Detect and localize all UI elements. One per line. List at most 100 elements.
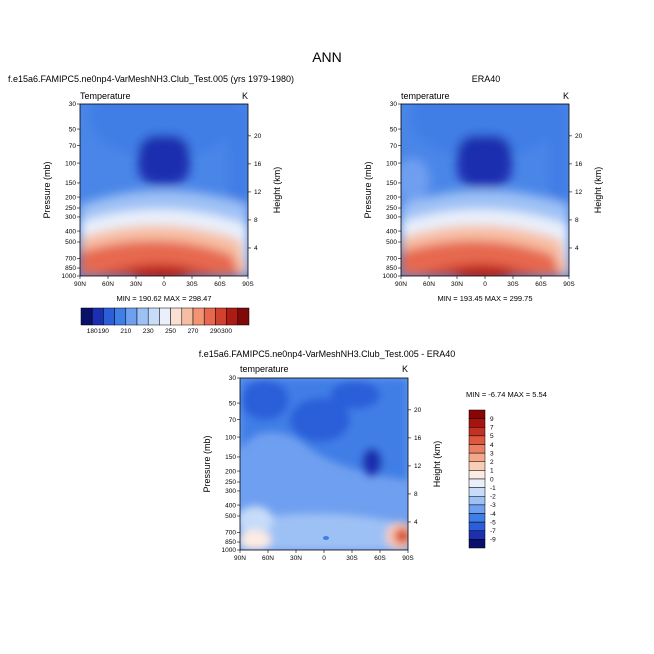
- panel-model-minmax: MIN = 190.62 MAX = 298.47: [116, 294, 211, 303]
- y-tick-label: 200: [386, 194, 397, 201]
- y-tick-label: 700: [225, 530, 236, 537]
- colorbar-swatch: [468, 409, 486, 419]
- y-tick-label: 100: [65, 160, 76, 167]
- height-tick-label: 12: [414, 463, 422, 470]
- height-tick-label: 20: [575, 133, 583, 140]
- colorbar-label: -3: [490, 502, 496, 509]
- panel-era40-units: K: [563, 91, 569, 101]
- panel-era40-ylabel: Pressure (mb): [363, 161, 373, 218]
- colorbar-swatch: [192, 307, 205, 326]
- x-tick-label: 0: [322, 555, 326, 562]
- colorbar-swatch: [468, 461, 486, 471]
- x-tick-label: 90S: [563, 281, 575, 288]
- panel-model-left-label: Temperature: [80, 91, 131, 101]
- y-tick-label: 400: [386, 228, 397, 235]
- absolute-colorbar: 180 190 210 230 250 270 290 300: [80, 307, 250, 335]
- y-tick-label: 30: [229, 375, 237, 382]
- colorbar-swatch: [91, 307, 104, 326]
- y-tick-label: 400: [225, 502, 236, 509]
- y-tick-label: 50: [229, 400, 237, 407]
- colorbar-swatch: [468, 478, 486, 488]
- colorbar-swatch: [181, 307, 194, 326]
- colorbar-swatch: [468, 504, 486, 514]
- colorbar-swatch: [468, 539, 486, 549]
- x-tick-label: 30N: [451, 281, 463, 288]
- colorbar-swatch: [468, 435, 486, 445]
- difference-colorbar: 9 75 43 2 10 -1 -2-3 -4-5 -7 -9: [468, 409, 496, 549]
- y-tick-label: 1000: [383, 273, 398, 280]
- y-tick-label: 70: [69, 143, 77, 150]
- x-tick-label: 30N: [290, 555, 302, 562]
- panel-era40-ylabel-right: Height (km): [593, 167, 603, 214]
- height-tick-label: 8: [254, 217, 258, 224]
- x-tick-label: 0: [162, 281, 166, 288]
- colorbar-label: 0: [490, 476, 494, 483]
- x-tick-label: 90N: [74, 281, 86, 288]
- colorbar-swatch: [125, 307, 138, 326]
- height-tick-label: 8: [414, 491, 418, 498]
- y-tick-label: 300: [225, 488, 236, 495]
- x-tick-label: 60S: [214, 281, 226, 288]
- y-tick-label: 150: [386, 180, 397, 187]
- colorbar-swatch: [136, 307, 149, 326]
- colorbar-swatch: [226, 307, 239, 326]
- y-tick-label: 100: [386, 160, 397, 167]
- x-tick-label: 60N: [423, 281, 435, 288]
- y-tick-label: 850: [65, 265, 76, 272]
- colorbar-label: -5: [490, 519, 496, 526]
- height-tick-label: 4: [575, 245, 579, 252]
- panel-model-field: [80, 104, 248, 276]
- colorbar-swatch: [468, 496, 486, 506]
- y-tick-label: 850: [386, 265, 397, 272]
- panel-diff-field: [240, 378, 408, 550]
- y-tick-label: 700: [65, 256, 76, 263]
- x-tick-label: 30S: [507, 281, 519, 288]
- x-tick-label: 30S: [346, 555, 358, 562]
- y-tick-label: 50: [390, 126, 398, 133]
- height-tick-label: 8: [575, 217, 579, 224]
- y-tick-label: 250: [225, 479, 236, 486]
- colorbar-label: 270: [188, 328, 199, 335]
- height-tick-label: 16: [414, 435, 422, 442]
- y-tick-label: 700: [386, 256, 397, 263]
- colorbar-label: 4: [490, 442, 494, 449]
- colorbar-swatch: [215, 307, 227, 326]
- y-tick-label: 150: [65, 180, 76, 187]
- y-tick-label: 200: [65, 194, 76, 201]
- colorbar-swatch: [170, 307, 183, 326]
- y-tick-label: 1000: [222, 547, 237, 554]
- colorbar-swatch: [468, 530, 486, 540]
- colorbar-swatch: [114, 307, 127, 326]
- colorbar-label: 5: [490, 433, 494, 440]
- panel-model: f.e15a6.FAMIPC5.ne0np4-VarMeshNH3.Club_T…: [8, 74, 294, 303]
- colorbar-swatch: [80, 307, 93, 326]
- y-tick-label: 500: [386, 239, 397, 246]
- x-tick-label: 90S: [242, 281, 254, 288]
- y-tick-label: 250: [386, 205, 397, 212]
- height-tick-label: 12: [575, 189, 583, 196]
- panel-model-ylabel-right: Height (km): [272, 167, 282, 214]
- panel-diff-ylabel: Pressure (mb): [202, 435, 212, 492]
- colorbar-swatch: [203, 307, 216, 326]
- colorbar-label: 9: [490, 416, 494, 423]
- y-tick-label: 100: [225, 434, 236, 441]
- colorbar-label: -9: [490, 537, 496, 544]
- x-tick-label: 90S: [402, 555, 414, 562]
- colorbar-label: -1: [490, 485, 496, 492]
- colorbar-swatch: [468, 444, 486, 454]
- panel-diff-units: K: [402, 364, 408, 374]
- y-tick-label: 200: [225, 468, 236, 475]
- colorbar-label: 230: [143, 328, 154, 335]
- colorbar-swatch: [468, 452, 486, 462]
- x-tick-label: 60S: [535, 281, 547, 288]
- panel-era40-minmax: MIN = 193.45 MAX = 299.75: [437, 294, 532, 303]
- y-tick-label: 300: [386, 214, 397, 221]
- y-tick-label: 70: [390, 143, 398, 150]
- colorbar-label: 290: [210, 328, 221, 335]
- height-tick-label: 20: [254, 133, 262, 140]
- colorbar-label: -2: [490, 494, 496, 501]
- panel-diff-minmax: MIN = -6.74 MAX = 5.54: [466, 390, 547, 399]
- panel-model-units: K: [242, 91, 248, 101]
- x-tick-label: 0: [483, 281, 487, 288]
